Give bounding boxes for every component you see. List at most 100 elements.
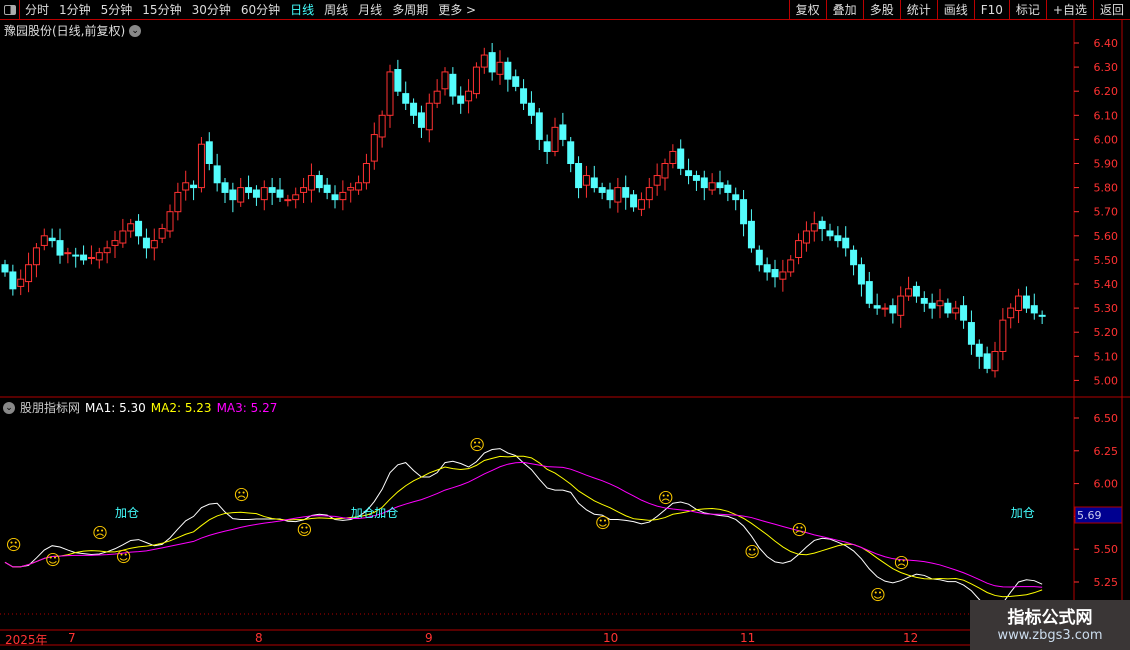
toolbar-button[interactable]: 返回 — [1092, 0, 1130, 20]
candle-body — [142, 237, 150, 249]
candle-body — [197, 143, 205, 189]
candle-body — [795, 240, 803, 258]
candle-body — [213, 165, 221, 184]
signal-face-icon: ☹ — [658, 489, 674, 507]
candle-body — [370, 134, 378, 162]
candle-body — [252, 189, 260, 198]
toolbar-button[interactable]: 统计 — [899, 0, 937, 20]
period-tab[interactable]: 多周期 — [392, 3, 429, 17]
candle-body — [708, 182, 716, 191]
candle-body — [802, 230, 810, 244]
candle-body — [307, 175, 315, 191]
stock-title: 豫园股份(日线,前复权) ⌄ — [4, 22, 142, 39]
indicator-title: ⌄ 股朋指标网 MA1: 5.30 MA2: 5.23 MA3: 5.27 — [3, 399, 277, 416]
period-tab[interactable]: 5分钟 — [100, 3, 133, 17]
period-tab[interactable]: 1分钟 — [59, 3, 91, 17]
candle-body — [763, 264, 771, 273]
candle-body — [315, 175, 323, 189]
candle-body — [512, 76, 520, 87]
date-label: 8 — [255, 631, 263, 645]
toolbar-button[interactable]: 画线 — [936, 0, 974, 20]
ma1-value: MA1: 5.30 — [85, 400, 146, 415]
candle-body — [999, 319, 1007, 352]
period-tab[interactable]: 月线 — [358, 3, 383, 17]
signal-face-icon: ☹ — [92, 524, 108, 542]
candle-body — [17, 278, 25, 287]
price-tick-label: 5.50 — [1094, 254, 1119, 267]
indicator-tick-label: 6.25 — [1094, 445, 1119, 458]
candle-body — [504, 61, 512, 80]
date-label: 11 — [740, 631, 756, 645]
candle-body — [755, 249, 763, 266]
candle-body — [276, 189, 284, 198]
candle-body — [622, 187, 630, 198]
candle-body — [394, 69, 402, 92]
candle-body — [48, 237, 56, 242]
signal-face-icon: ☺ — [595, 514, 611, 532]
price-tick-label: 5.10 — [1094, 350, 1119, 363]
toolbar-button[interactable]: F10 — [973, 0, 1009, 20]
period-tab[interactable]: 周线 — [324, 3, 349, 17]
date-label: 7 — [68, 631, 76, 645]
candle-body — [25, 264, 33, 283]
candle-body — [897, 295, 905, 316]
candle-body — [1015, 295, 1023, 312]
candle-body — [551, 126, 559, 152]
toolbar-button[interactable]: +自选 — [1045, 0, 1093, 20]
candle-body — [300, 187, 308, 193]
candle-body — [575, 163, 583, 189]
candle-body — [457, 95, 465, 104]
candle-body — [590, 177, 598, 189]
toolbar-button[interactable]: 复权 — [788, 0, 826, 20]
price-tick-label: 6.10 — [1094, 109, 1119, 122]
candle-body — [779, 271, 787, 280]
date-label: 10 — [603, 631, 619, 645]
candle-body — [771, 269, 779, 278]
period-tab[interactable]: 日线 — [290, 3, 315, 17]
indicator-tick-label: 5.25 — [1094, 576, 1119, 589]
indicator-name: 股朋指标网 — [20, 401, 81, 415]
period-tab[interactable]: 60分钟 — [240, 3, 281, 17]
period-tab[interactable]: 更多 > — [438, 3, 477, 17]
price-tick-label: 5.60 — [1094, 230, 1119, 243]
candle-body — [692, 175, 700, 181]
candle-body — [40, 235, 48, 246]
candle-body — [677, 148, 685, 169]
ma1-line — [4, 448, 1043, 611]
candle-body — [960, 305, 968, 321]
candle-body — [881, 307, 889, 310]
candle-body — [166, 211, 174, 232]
candle-body — [32, 247, 40, 266]
signal-label: 加仓 — [1011, 506, 1035, 520]
toolbar-button[interactable]: 叠加 — [825, 0, 863, 20]
candle-body — [472, 66, 480, 95]
period-tab[interactable]: 15分钟 — [142, 3, 182, 17]
current-value-box — [1074, 506, 1123, 524]
candle-body — [669, 150, 677, 164]
panel-toggle-icon[interactable] — [0, 0, 20, 20]
signal-face-icon: ☹ — [469, 436, 485, 454]
chevron-down-icon[interactable]: ⌄ — [3, 401, 15, 414]
period-tab[interactable]: 30分钟 — [191, 3, 231, 17]
candle-body — [740, 199, 748, 225]
price-tick-label: 6.30 — [1094, 61, 1119, 74]
candle-body — [386, 71, 394, 116]
candle-body — [135, 220, 143, 237]
toolbar-button[interactable]: 标记 — [1008, 0, 1046, 20]
chevron-down-icon[interactable]: ⌄ — [129, 24, 142, 37]
candle-body — [174, 191, 182, 213]
candle-body — [653, 175, 661, 186]
price-tick-label: 5.70 — [1094, 206, 1119, 219]
signal-label: 加仓 — [351, 506, 375, 520]
candle-body — [1007, 307, 1015, 319]
candle-body — [56, 240, 64, 256]
period-tab[interactable]: 分时 — [25, 3, 50, 17]
candle-body — [527, 102, 535, 116]
candle-body — [449, 73, 457, 97]
toolbar: 分时 1分钟 5分钟 15分钟 30分钟 60分钟 日线 周线 月线 多周期 更多 > 复权 叠加 多股… — [0, 0, 1130, 20]
candle-body — [787, 259, 795, 273]
candle-body — [103, 247, 111, 254]
toolbar-button[interactable]: 多股 — [862, 0, 900, 20]
candle-body — [991, 350, 999, 372]
